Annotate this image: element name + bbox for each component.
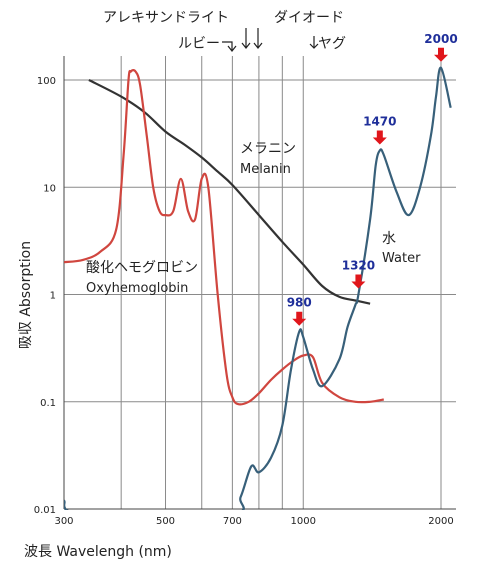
melanin-label-en: Melanin xyxy=(240,162,291,177)
y-tick-labels: 0.01 0.1 1 10 100 xyxy=(34,76,56,516)
water-label-jp: 水 xyxy=(382,231,396,247)
oxyhemoglobin-label-jp: 酸化ヘモグロビン xyxy=(86,260,198,276)
laser-label-alexandrite: アレキサンドライト xyxy=(103,10,229,26)
y-tick-label: 0.01 xyxy=(34,505,56,516)
laser-label-yag: ヤグ xyxy=(318,36,346,52)
laser-arrow-yag xyxy=(309,36,319,49)
peak-markers: 980 1320 1470 2000 xyxy=(287,32,458,326)
series-line-2 xyxy=(64,66,452,510)
series-lines xyxy=(64,66,452,510)
water-label-en: Water xyxy=(382,251,421,266)
x-tick-label: 700 xyxy=(223,516,242,527)
y-tick-label: 1 xyxy=(50,291,56,302)
y-tick-label: 100 xyxy=(37,76,56,87)
x-tick-label: 300 xyxy=(54,516,73,527)
laser-label-ruby: ルビー xyxy=(178,36,220,52)
peak-arrow-1320 xyxy=(351,274,366,289)
laser-label-diode: ダイオード xyxy=(274,10,344,26)
laser-arrow-alexandrite xyxy=(241,28,251,49)
series-line-1 xyxy=(64,69,384,406)
x-tick-label: 500 xyxy=(156,516,175,527)
laser-arrow-ruby xyxy=(222,41,237,52)
peak-label-1470: 1470 xyxy=(363,115,396,129)
laser-arrow-diode xyxy=(253,28,263,49)
peak-arrow-2000 xyxy=(434,47,448,62)
x-tick-labels: 300 500 700 1000 2000 xyxy=(54,516,453,527)
grid-lines xyxy=(64,56,456,510)
oxyhemoglobin-label-en: Oxyhemoglobin xyxy=(86,281,188,296)
peak-label-2000: 2000 xyxy=(424,32,457,46)
y-axis-label: 吸収 Absorption xyxy=(18,241,34,349)
y-tick-label: 10 xyxy=(43,183,56,194)
melanin-label-jp: メラニン xyxy=(240,141,296,157)
peak-label-980: 980 xyxy=(287,296,312,310)
peak-arrow-1470 xyxy=(372,130,387,145)
x-axis-label: 波長 Wavelengh (nm) xyxy=(24,544,172,560)
y-tick-label: 0.1 xyxy=(40,398,56,409)
peak-label-1320: 1320 xyxy=(342,259,375,273)
peak-arrow-980 xyxy=(292,311,307,326)
x-tick-label: 1000 xyxy=(291,516,316,527)
x-tick-label: 2000 xyxy=(428,516,453,527)
series-line-0 xyxy=(88,79,371,305)
